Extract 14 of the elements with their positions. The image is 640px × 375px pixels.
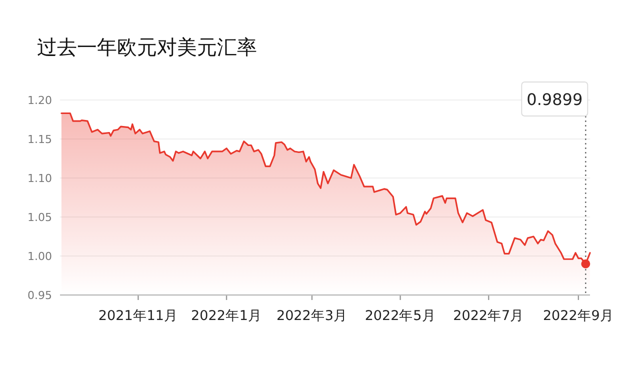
y-tick-label: 0.95 bbox=[28, 289, 52, 302]
y-tick-label: 1.05 bbox=[28, 211, 52, 224]
x-tick-label: 2022年1月 bbox=[191, 308, 262, 324]
chart-title: 过去一年欧元对美元汇率 bbox=[37, 35, 257, 59]
x-tick-label: 2022年7月 bbox=[453, 308, 524, 324]
x-tick-label: 2022年9月 bbox=[542, 308, 614, 324]
x-tick-label: 2022年3月 bbox=[276, 308, 348, 324]
x-tick-label: 2022年5月 bbox=[364, 308, 436, 324]
y-tick-label: 1.20 bbox=[28, 94, 52, 107]
y-tick-label: 1.10 bbox=[28, 172, 52, 185]
y-tick-label: 1.15 bbox=[28, 133, 52, 146]
y-tick-label: 1.00 bbox=[28, 250, 52, 263]
ref-line-label: 0.9899 bbox=[526, 90, 583, 109]
x-tick-label: 2021年11月 bbox=[98, 308, 178, 324]
